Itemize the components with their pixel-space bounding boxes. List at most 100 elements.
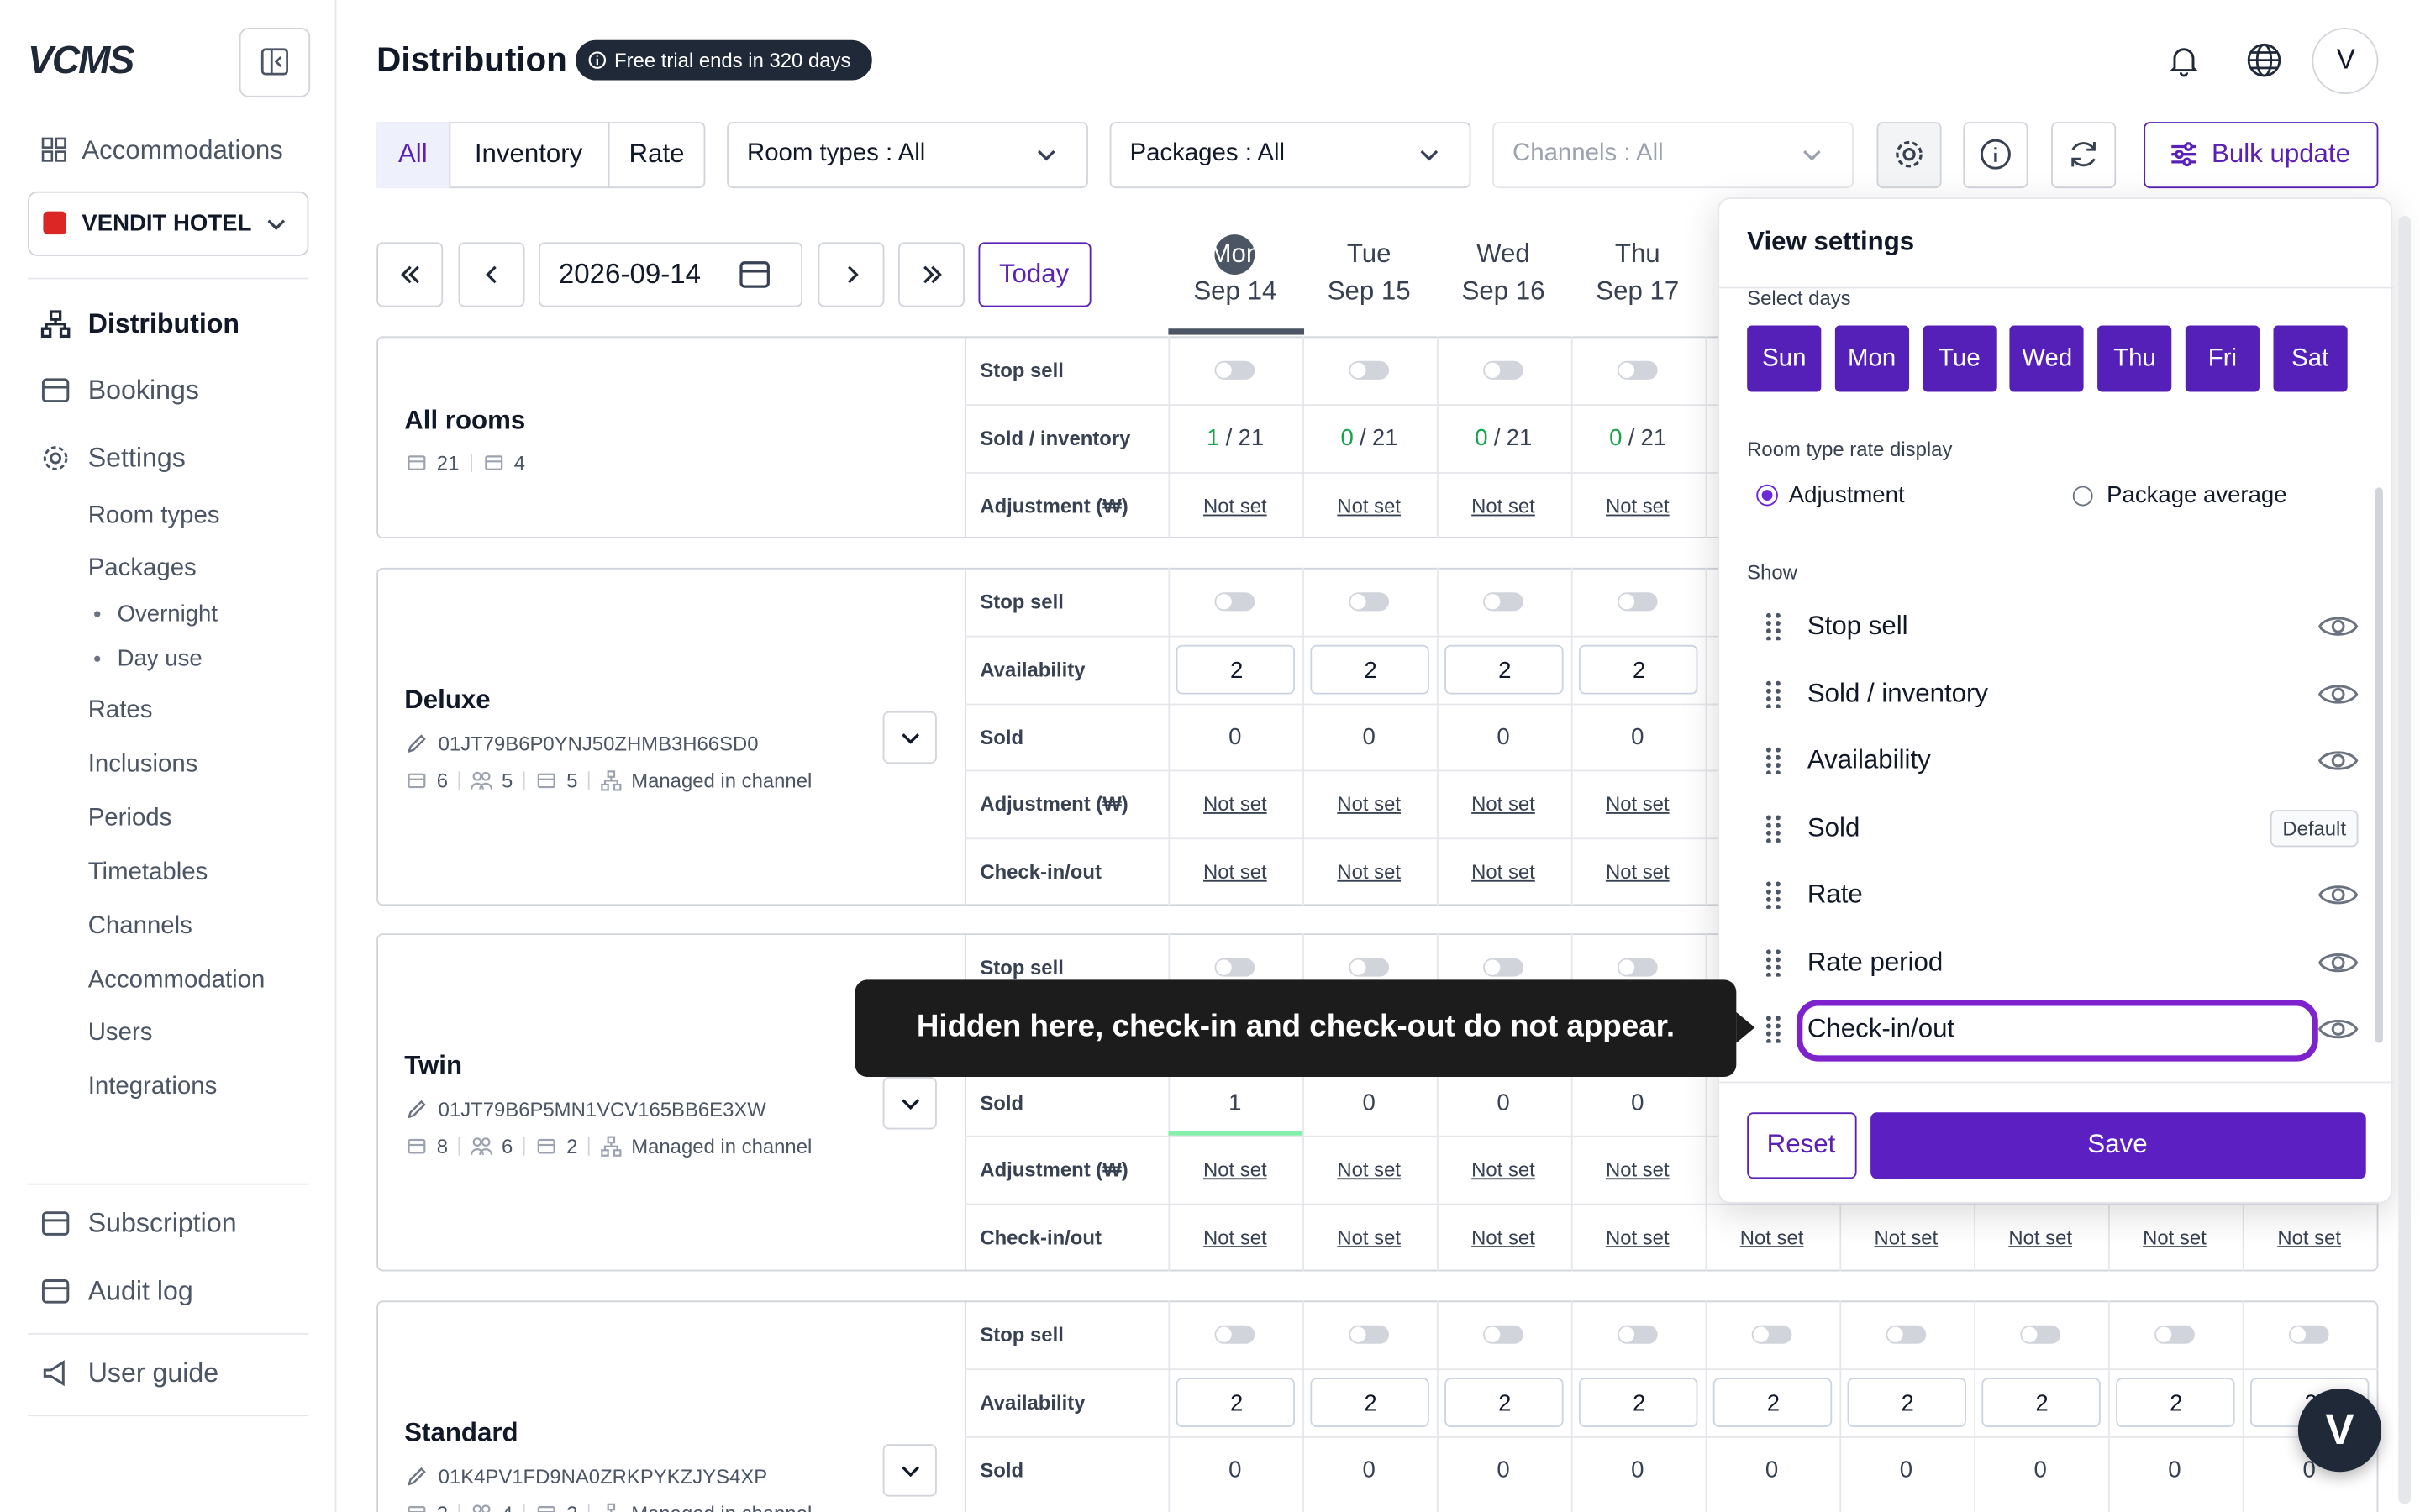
not-set-link[interactable]: Not set (1605, 1158, 1670, 1182)
not-set-link[interactable]: Not set (1471, 1158, 1535, 1182)
not-set-link[interactable]: Not set (1471, 792, 1535, 816)
stop-sell-toggle[interactable] (1349, 360, 1390, 380)
availability-input[interactable]: 2 (1444, 1377, 1563, 1427)
today-button[interactable] (978, 242, 1092, 307)
tab[interactable] (608, 122, 706, 189)
icon[interactable] (2317, 680, 2359, 707)
sub-nav-item[interactable]: Accommodation (87, 966, 266, 993)
not-set-link[interactable]: Not set (1471, 493, 1535, 517)
reset-button[interactable] (1747, 1112, 1857, 1179)
icon[interactable] (2317, 881, 2359, 909)
not-set-link[interactable]: Not set (1337, 792, 1402, 816)
stop-sell-toggle[interactable] (2154, 1325, 2195, 1344)
stop-sell-toggle[interactable] (1617, 1325, 1658, 1344)
not-set-link[interactable]: Not set (1471, 1226, 1535, 1250)
tab[interactable] (449, 122, 608, 189)
not-set-link[interactable]: Not set (1605, 1226, 1670, 1250)
stop-sell-toggle[interactable] (1214, 592, 1255, 612)
filter-select[interactable] (727, 122, 1088, 189)
stop-sell-toggle[interactable] (1483, 1325, 1523, 1344)
availability-input[interactable]: 2 (1846, 1377, 1966, 1427)
stop-sell-toggle[interactable] (2289, 1325, 2330, 1344)
stop-sell-toggle[interactable] (1214, 360, 1255, 380)
not-set-link[interactable]: Not set (1337, 1158, 1402, 1182)
not-set-link[interactable]: Not set (1605, 792, 1670, 816)
filter-select[interactable] (1109, 122, 1471, 189)
stop-sell-toggle[interactable] (1617, 958, 1658, 977)
not-set-link[interactable]: Not set (1203, 792, 1267, 816)
sub-nav-item[interactable]: Timetables (87, 858, 208, 885)
day-toggle[interactable] (1747, 325, 1822, 392)
stop-sell-toggle[interactable] (1617, 360, 1658, 380)
day-toggle[interactable] (2097, 325, 2172, 392)
nav-item[interactable]: Subscription (87, 1207, 237, 1238)
not-set-link[interactable]: Not set (1471, 860, 1535, 884)
stop-sell-toggle[interactable] (1617, 592, 1658, 612)
settings-button[interactable] (1876, 122, 1942, 189)
day-toggle[interactable] (2010, 325, 2085, 392)
sub-nav-item[interactable]: Integrations (87, 1074, 218, 1101)
sub-nav-item[interactable]: Packages (87, 555, 197, 582)
sub-nav-item[interactable]: Overnight (117, 601, 218, 627)
nav-item[interactable]: User guide (87, 1357, 219, 1389)
stop-sell-toggle[interactable] (1483, 592, 1523, 612)
nav-item[interactable]: Bookings (87, 374, 199, 406)
not-set-link[interactable]: Not set (1739, 1226, 1804, 1250)
hotel-select[interactable] (28, 191, 309, 256)
day-toggle[interactable] (2273, 325, 2348, 392)
not-set-link[interactable]: Not set (1337, 493, 1402, 517)
refresh-button[interactable] (2051, 122, 2117, 189)
expand-button[interactable] (882, 1444, 937, 1497)
chat-button[interactable] (2297, 1389, 2382, 1473)
stop-sell-toggle[interactable] (2020, 1325, 2061, 1344)
availability-input[interactable]: 2 (1981, 1377, 2100, 1427)
not-set-link[interactable]: Not set (2277, 1226, 2342, 1250)
icon[interactable] (2317, 1016, 2359, 1043)
availability-input[interactable]: 2 (1444, 644, 1563, 695)
availability-input[interactable]: 2 (1176, 644, 1295, 695)
sub-nav-item[interactable]: Room types (87, 502, 220, 529)
save-button[interactable] (1870, 1112, 2366, 1179)
not-set-link[interactable]: Not set (1605, 493, 1670, 517)
not-set-link[interactable]: Not set (2143, 1226, 2207, 1250)
radio[interactable] (2072, 486, 2093, 507)
not-set-link[interactable]: Not set (2008, 1226, 2072, 1250)
day-toggle[interactable] (1834, 325, 1909, 392)
availability-input[interactable]: 2 (1176, 1377, 1295, 1427)
nav-item[interactable]: Audit log (87, 1275, 193, 1306)
stop-sell-toggle[interactable] (1349, 592, 1390, 612)
info-button[interactable] (1963, 122, 2028, 189)
availability-input[interactable]: 2 (1309, 644, 1428, 695)
not-set-link[interactable]: Not set (1337, 1226, 1402, 1250)
nav-item[interactable]: Settings (87, 442, 186, 473)
nav-item[interactable]: Distribution (87, 307, 240, 339)
tab[interactable] (376, 122, 450, 189)
stop-sell-toggle[interactable] (1214, 1325, 1255, 1344)
nav-button[interactable] (897, 242, 965, 307)
nav-button[interactable] (818, 242, 885, 307)
icon[interactable] (2317, 747, 2359, 774)
not-set-link[interactable]: Not set (1337, 860, 1402, 884)
nav-button[interactable] (458, 242, 525, 307)
availability-input[interactable]: 2 (2115, 1377, 2234, 1427)
stop-sell-toggle[interactable] (1483, 360, 1523, 380)
availability-input[interactable]: 2 (1578, 644, 1697, 695)
sub-nav-item[interactable]: Rates (87, 697, 153, 724)
avatar[interactable] (2312, 28, 2379, 95)
stop-sell-toggle[interactable] (1886, 1325, 1927, 1344)
not-set-link[interactable]: Not set (1203, 1158, 1267, 1182)
radio-selected[interactable] (1756, 484, 1778, 507)
sub-nav-item[interactable]: Channels (87, 912, 192, 939)
expand-button[interactable] (882, 1077, 937, 1130)
not-set-link[interactable]: Not set (1203, 860, 1267, 884)
nav-item[interactable]: Accommodations (82, 135, 283, 165)
stop-sell-toggle[interactable] (1483, 958, 1523, 977)
stop-sell-toggle[interactable] (1214, 958, 1255, 977)
sub-nav-item[interactable]: Day use (117, 645, 203, 672)
not-set-link[interactable]: Not set (1203, 1226, 1267, 1250)
sub-nav-item[interactable]: Inclusions (87, 751, 198, 778)
day-toggle[interactable] (2185, 325, 2260, 392)
stop-sell-toggle[interactable] (1349, 958, 1390, 977)
nav-button[interactable] (376, 242, 444, 307)
day-toggle[interactable] (1922, 325, 1996, 392)
